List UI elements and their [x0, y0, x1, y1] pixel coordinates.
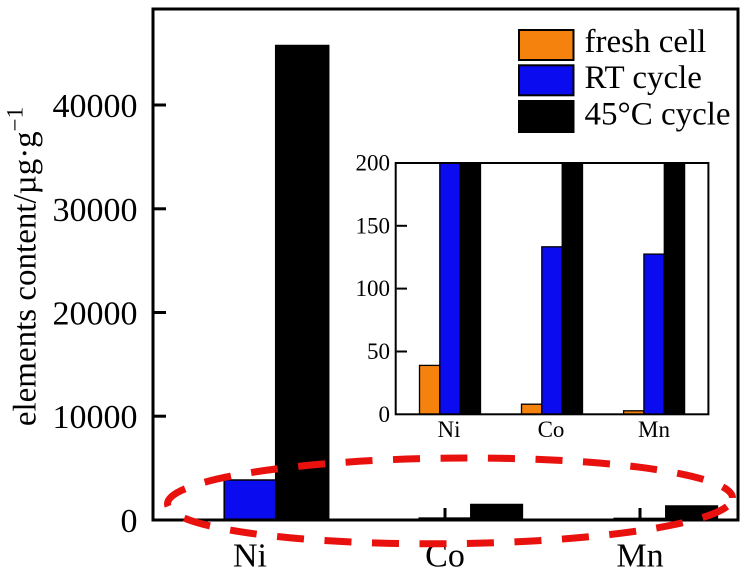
svg-text:Co: Co	[538, 417, 565, 442]
svg-text:45°C cycle: 45°C cycle	[585, 97, 731, 133]
svg-text:RT cycle: RT cycle	[585, 60, 702, 96]
svg-text:100: 100	[356, 276, 391, 301]
svg-text:0: 0	[121, 503, 138, 540]
svg-text:40000: 40000	[53, 88, 138, 125]
svg-text:fresh cell: fresh cell	[585, 24, 707, 60]
svg-text:20000: 20000	[53, 296, 138, 333]
svg-text:0: 0	[379, 402, 391, 427]
svg-text:Mn: Mn	[616, 538, 663, 570]
svg-text:30000: 30000	[53, 192, 138, 229]
svg-text:10000: 10000	[53, 399, 138, 436]
svg-text:200: 200	[356, 151, 391, 176]
svg-text:150: 150	[356, 213, 391, 238]
svg-text:Ni: Ni	[233, 538, 267, 570]
svg-text:50: 50	[367, 339, 390, 364]
svg-text:Ni: Ni	[438, 417, 461, 442]
svg-text:Mn: Mn	[638, 417, 670, 442]
svg-text:elements content/µg·g−1: elements content/µg·g−1	[3, 107, 44, 426]
